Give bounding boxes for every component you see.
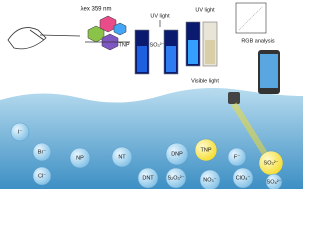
analyte-label: SO₄²⁻: [267, 179, 282, 185]
visible-label: Visible light: [191, 78, 219, 84]
page: {"excitation": "λex 359 nm", "cuvettes":…: [0, 2, 303, 189]
analyte-bubbles: I⁻ Br⁻ Cl⁻ NP NT DNT DNP S₂O₃²⁻ TNP F⁻ NO₃⁻ ClO₄⁻ SO…: [10, 122, 284, 189]
plot-line: [238, 5, 264, 31]
analyte-label: ClO₄⁻: [236, 175, 251, 181]
analyte-label: Br⁻: [38, 149, 47, 155]
cuvette-liquid: [205, 40, 215, 64]
syringe: [7, 27, 81, 50]
excitation-label: λex 359 nm: [80, 7, 111, 13]
cuvette-liquid: [137, 46, 147, 72]
analyte-label: F⁻: [234, 154, 240, 160]
bubble: [194, 138, 218, 162]
cuvette-liquid: [166, 46, 176, 72]
analyte-label: S₂O₃²⁻: [167, 175, 184, 181]
bubble: [265, 173, 283, 189]
tnp-label: TNP: [119, 42, 130, 48]
bubble: [165, 142, 189, 166]
bubble: [32, 166, 52, 186]
app-icon: [228, 92, 240, 104]
analyte-label: TNP: [201, 147, 212, 153]
so3-label: SO₃²⁻: [150, 42, 165, 48]
analyte-label: NT: [118, 154, 126, 160]
rgb-label: RGB analysis: [241, 38, 275, 44]
analyte-label: DNP: [171, 151, 183, 157]
bubble: [165, 167, 187, 189]
bubble: [10, 122, 30, 142]
bubble: [137, 167, 159, 189]
analyte-label: Cl⁻: [38, 173, 46, 179]
bubble: [199, 169, 221, 189]
cuvette-liquid: [188, 40, 198, 64]
bubble: [227, 147, 247, 167]
analyte-label: I⁻: [18, 129, 23, 135]
analyte-label: NP: [76, 155, 84, 161]
phone-screen: [260, 54, 278, 88]
analyte-label: DNT: [142, 175, 154, 181]
graphical-abstract: λex 359 nm UV light TNP SO₃²⁻ UV light V…: [0, 2, 303, 189]
bubble: [111, 146, 133, 168]
molecule: [87, 15, 127, 51]
uv-label: UV light: [150, 13, 170, 19]
bubble: [69, 147, 91, 169]
analyte-label: SO₃²⁻: [264, 160, 279, 166]
uv-label: UV light: [195, 7, 215, 13]
bubble: [32, 142, 52, 162]
bubble: [232, 167, 254, 189]
analyte-label: NO₃⁻: [203, 177, 216, 183]
